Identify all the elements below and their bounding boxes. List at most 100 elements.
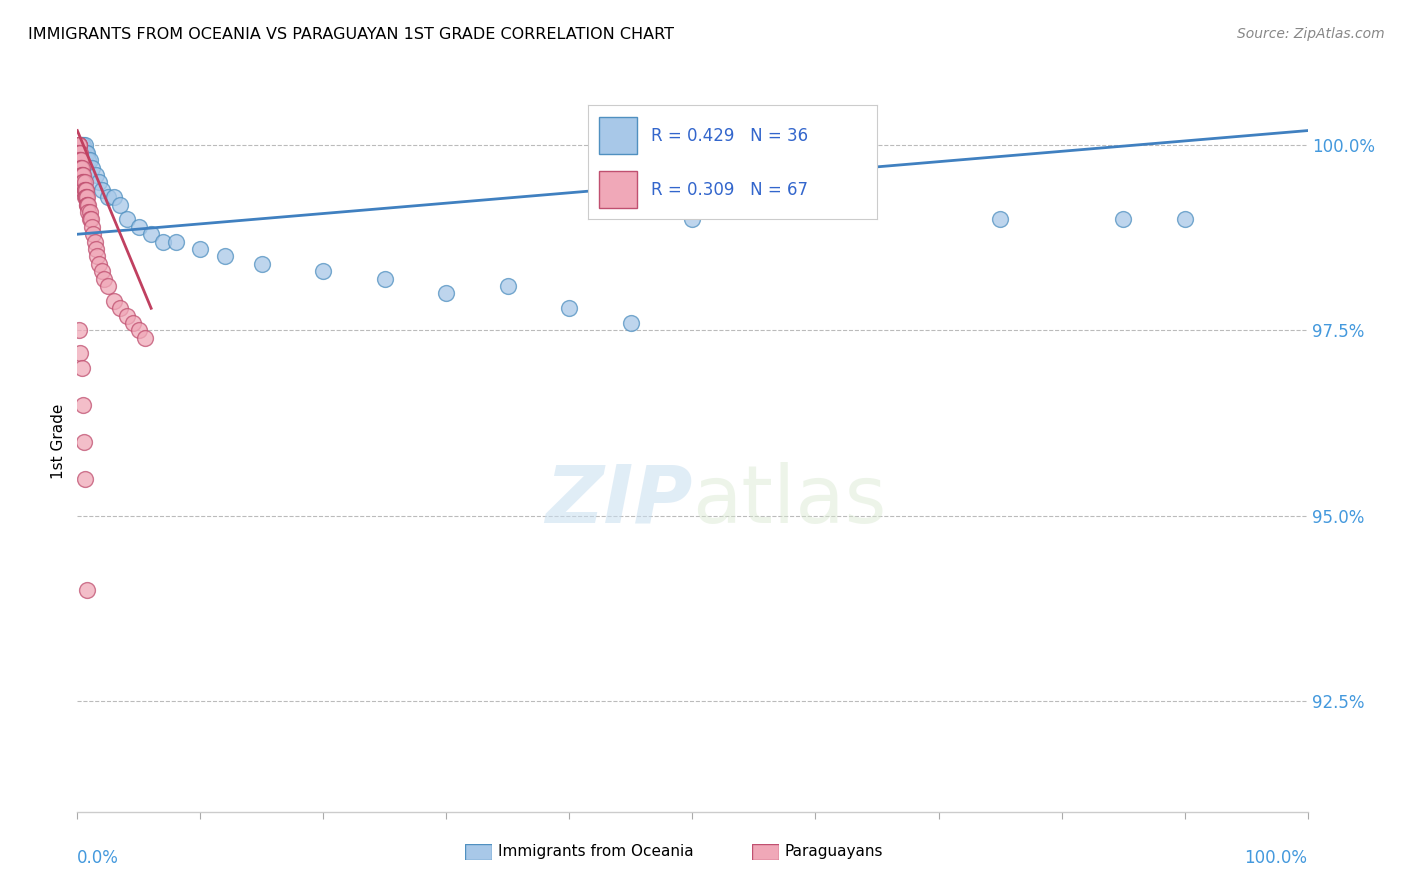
Point: [90, 264, 114, 278]
Point: [436, 286, 458, 301]
Point: [128, 219, 150, 234]
Text: 0.0%: 0.0%: [77, 849, 120, 867]
Point: [77, 205, 100, 219]
Y-axis label: 1st Grade: 1st Grade: [51, 404, 66, 479]
Point: [70, 138, 93, 153]
Point: [75, 471, 97, 485]
Point: [128, 323, 150, 337]
Point: [79, 205, 101, 219]
Point: [70, 161, 93, 175]
Point: [79, 212, 101, 227]
Point: [72, 183, 94, 197]
Point: [67, 145, 90, 160]
Point: [67, 153, 90, 168]
Text: Immigrants from Oceania: Immigrants from Oceania: [498, 844, 693, 859]
Point: [67, 153, 90, 168]
Point: [76, 197, 98, 211]
Point: [141, 227, 163, 242]
Text: ZIP: ZIP: [546, 462, 693, 540]
Point: [83, 235, 105, 249]
Point: [69, 138, 91, 153]
Point: [69, 153, 91, 168]
Point: [70, 175, 93, 189]
Point: [69, 153, 91, 168]
Point: [103, 293, 125, 308]
Point: [374, 271, 396, 285]
Point: [69, 161, 91, 175]
Point: [93, 271, 115, 285]
Point: [76, 145, 98, 160]
Point: [75, 145, 97, 160]
Point: [70, 168, 93, 182]
Point: [988, 212, 1011, 227]
Point: [70, 138, 93, 153]
Point: [72, 168, 94, 182]
Point: [103, 190, 125, 204]
Text: IMMIGRANTS FROM OCEANIA VS PARAGUAYAN 1ST GRADE CORRELATION CHART: IMMIGRANTS FROM OCEANIA VS PARAGUAYAN 1S…: [28, 27, 673, 42]
Point: [86, 249, 108, 263]
Point: [70, 161, 93, 175]
Point: [67, 161, 90, 175]
Point: [70, 168, 93, 182]
Point: [70, 175, 93, 189]
Point: [73, 183, 96, 197]
Point: [67, 138, 90, 153]
Text: atlas: atlas: [693, 462, 887, 540]
Point: [73, 190, 96, 204]
Point: [69, 161, 91, 175]
Point: [1112, 212, 1135, 227]
Point: [82, 219, 104, 234]
Point: [188, 242, 212, 256]
Point: [67, 323, 90, 337]
Point: [76, 197, 98, 211]
Point: [97, 190, 120, 204]
Point: [70, 153, 93, 168]
Point: [77, 197, 100, 211]
Point: [75, 190, 97, 204]
Point: [110, 197, 132, 211]
Point: [76, 190, 98, 204]
Point: [70, 360, 93, 375]
Point: [67, 138, 90, 153]
Point: [214, 249, 236, 263]
Text: Source: ZipAtlas.com: Source: ZipAtlas.com: [1237, 27, 1385, 41]
Point: [67, 138, 90, 153]
Point: [121, 316, 143, 330]
Point: [97, 279, 120, 293]
Point: [72, 138, 94, 153]
Point: [72, 397, 94, 411]
Point: [165, 235, 187, 249]
Point: [1174, 212, 1197, 227]
Point: [72, 175, 94, 189]
Point: [69, 168, 91, 182]
Point: [75, 190, 97, 204]
Point: [73, 434, 96, 449]
Point: [804, 138, 827, 153]
Point: [67, 161, 90, 175]
Point: [67, 138, 90, 153]
Point: [73, 183, 96, 197]
Point: [84, 168, 107, 182]
Point: [110, 301, 132, 316]
Text: Paraguayans: Paraguayans: [785, 844, 883, 859]
Point: [89, 175, 111, 189]
Point: [115, 309, 138, 323]
Point: [79, 153, 101, 168]
Point: [250, 257, 273, 271]
Point: [558, 301, 581, 316]
Point: [69, 345, 91, 359]
Point: [80, 212, 103, 227]
Point: [70, 161, 93, 175]
Point: [70, 168, 93, 182]
Point: [89, 257, 111, 271]
Point: [69, 145, 91, 160]
Point: [76, 582, 98, 597]
Point: [75, 183, 97, 197]
Point: [77, 153, 100, 168]
Point: [620, 316, 643, 330]
Point: [73, 138, 96, 153]
Point: [312, 264, 335, 278]
Point: [67, 153, 90, 168]
Point: [84, 242, 107, 256]
Point: [90, 183, 114, 197]
